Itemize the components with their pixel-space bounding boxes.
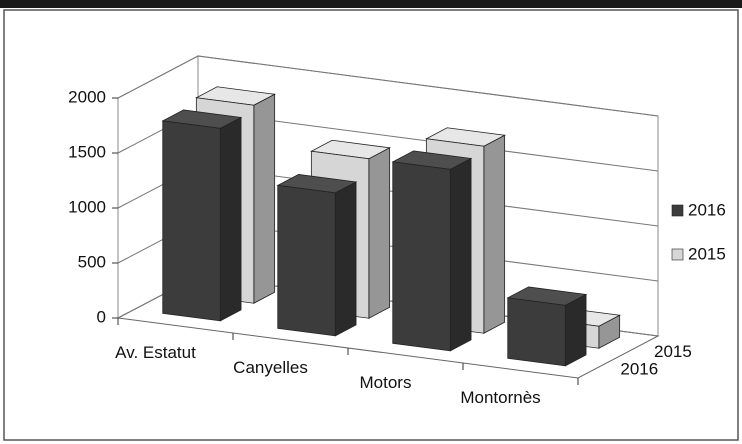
x-tick-label: Av. Estatut xyxy=(115,343,196,362)
x-tick-label: Montornès xyxy=(460,388,540,407)
bar xyxy=(391,150,473,352)
y-tick-label: 2000 xyxy=(68,87,106,106)
bar-side xyxy=(219,116,242,322)
bar-side xyxy=(368,147,391,319)
bar-side xyxy=(483,134,506,334)
bar-front xyxy=(507,297,566,367)
bar-front xyxy=(392,161,451,352)
grid-line xyxy=(117,55,659,117)
bar-side xyxy=(253,93,276,304)
x-tick-label: Canyelles xyxy=(233,358,308,377)
depth-tick-label: 2016 xyxy=(620,360,658,379)
legend-label: 2016 xyxy=(688,200,726,219)
bar xyxy=(506,286,588,367)
y-tick-label: 1500 xyxy=(68,142,106,161)
bar-side xyxy=(564,293,587,367)
legend-label: 2015 xyxy=(688,244,726,263)
legend-swatch xyxy=(671,248,684,261)
legend-swatch xyxy=(671,204,684,217)
bar-side xyxy=(449,157,472,352)
y-tick-label: 500 xyxy=(78,252,106,271)
bar xyxy=(161,109,243,322)
top-band xyxy=(0,0,742,8)
bar-side xyxy=(334,181,357,337)
depth-tick-label: 2015 xyxy=(654,342,692,361)
bar-front xyxy=(162,120,221,322)
x-tick-label: Motors xyxy=(360,373,412,392)
y-tick-label: 1000 xyxy=(68,197,106,216)
bar xyxy=(276,174,358,337)
y-tick-label: 0 xyxy=(97,307,106,326)
bar-front xyxy=(277,184,336,337)
